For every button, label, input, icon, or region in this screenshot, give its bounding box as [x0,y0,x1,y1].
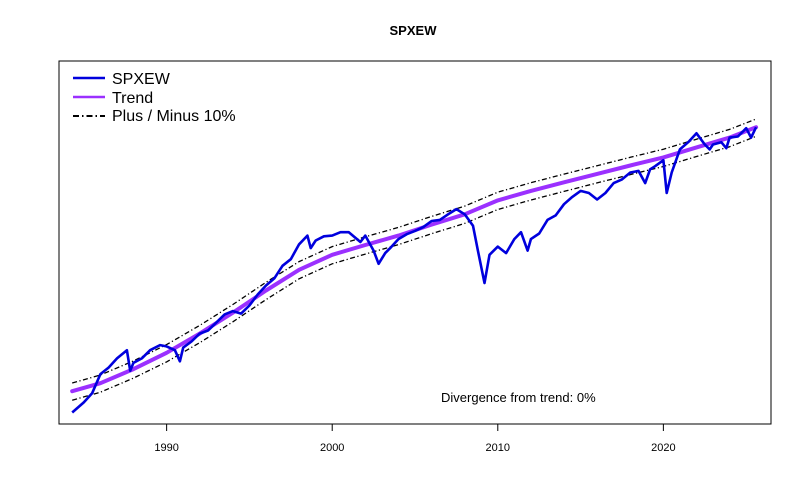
x-tick-label: 2010 [486,442,510,454]
price-layer [71,126,758,414]
x-tick-label: 2020 [651,442,675,454]
legend: SPXEW Trend Plus / Minus 10% [73,71,236,125]
band-layer [72,118,757,401]
x-tick-label: 1990 [154,442,178,454]
x-axis: 1990 2000 2010 2020 [154,423,676,454]
band-upper-line [72,118,757,384]
band-lower-line [72,135,757,401]
chart-title: SPXEW [390,23,438,38]
spxew-line [71,126,758,414]
x-tick-label: 2000 [320,442,344,454]
divergence-annotation: Divergence from trend: 0% [441,390,596,405]
legend-label-band: Plus / Minus 10% [112,108,236,125]
legend-label-trend: Trend [112,90,153,107]
legend-label-spxew: SPXEW [112,71,171,88]
